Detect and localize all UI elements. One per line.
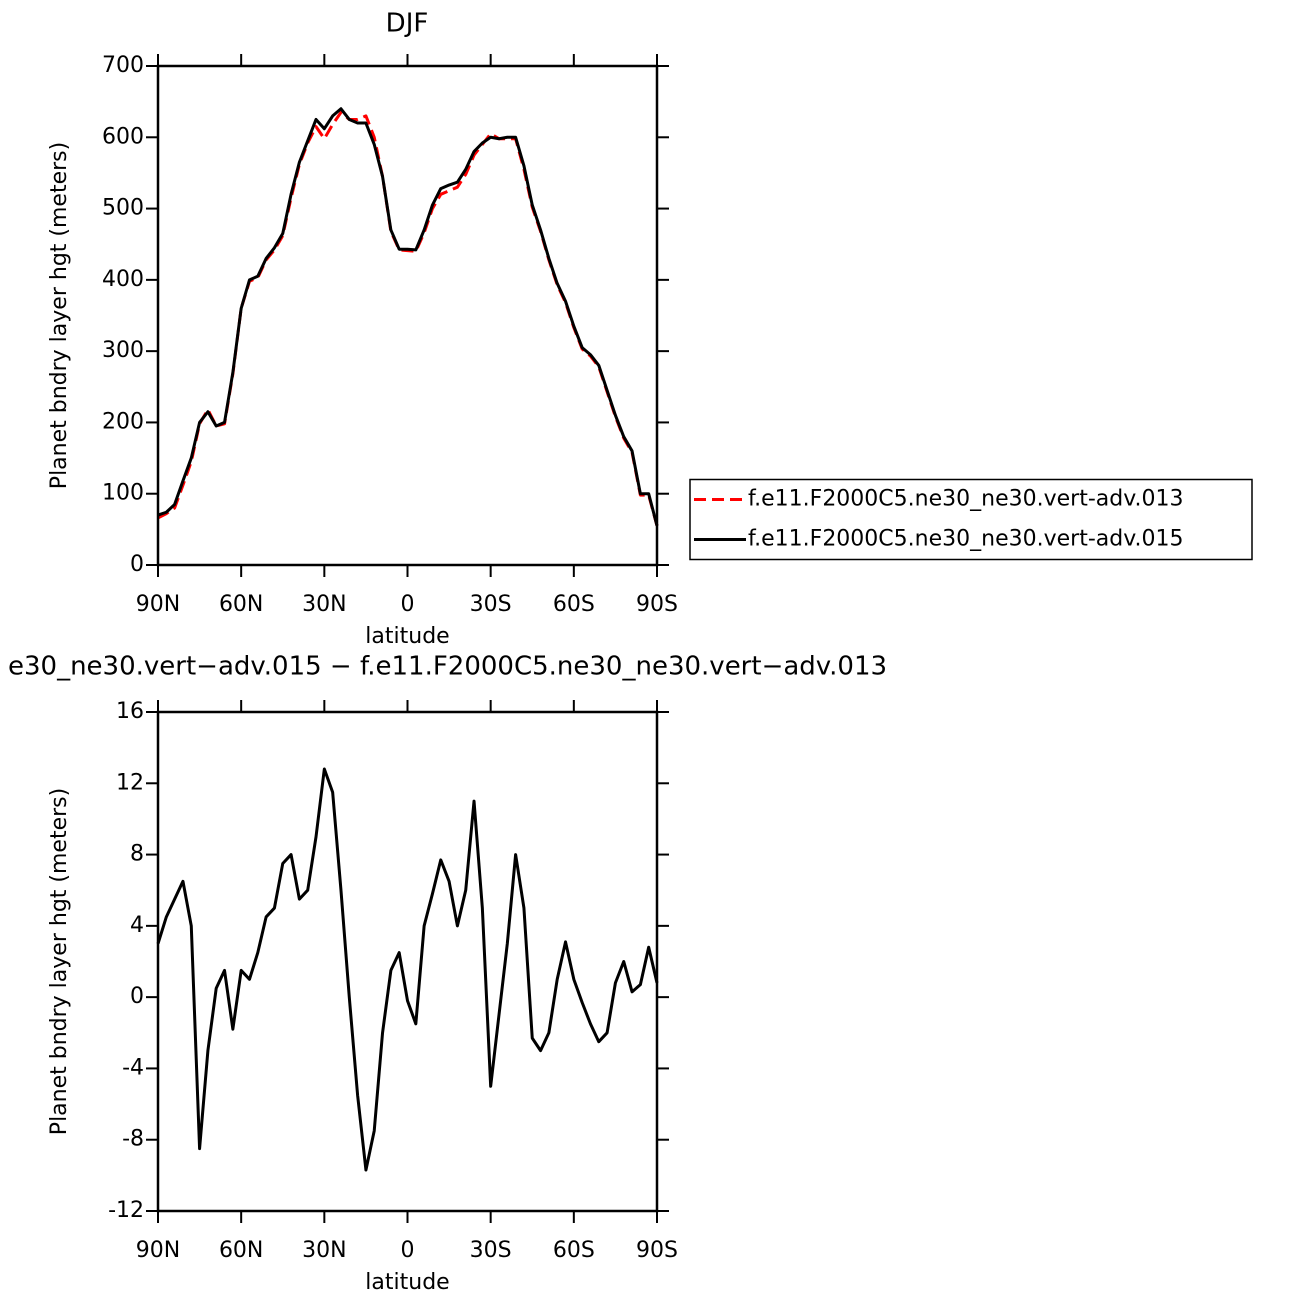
y-tick-label: 700	[102, 53, 144, 78]
x-tick-label: 90S	[636, 1238, 678, 1263]
plot-frame	[156, 710, 659, 1213]
x-tick-label: 0	[401, 1238, 415, 1263]
y-tick-label: 4	[130, 913, 144, 938]
x-axis-label: latitude	[365, 624, 449, 649]
y-axis-label: Planet bndry layer hgt (meters)	[47, 142, 72, 489]
y-tick-label: 500	[102, 196, 144, 221]
y-tick-label: -12	[108, 1198, 144, 1223]
y-tick-label: 12	[116, 770, 144, 795]
legend-label: f.e11.F2000C5.ne30_ne30.vert-adv.013	[748, 487, 1184, 512]
y-tick-label: 0	[130, 552, 144, 577]
y-tick-label: 300	[102, 338, 144, 363]
chart-title: DJF	[386, 9, 429, 39]
series-line	[156, 767, 659, 1172]
y-tick-label: 8	[130, 842, 144, 867]
x-tick-label: 60N	[219, 1238, 263, 1263]
x-tick-label: 60N	[219, 592, 263, 617]
x-tick-label: 90N	[136, 592, 180, 617]
y-tick-label: 200	[102, 409, 144, 434]
x-tick-label: 30N	[302, 592, 346, 617]
series-line	[157, 107, 659, 527]
x-axis-label: latitude	[365, 1270, 449, 1295]
y-tick-label: 16	[116, 699, 144, 724]
x-tick-label: 30S	[470, 1238, 512, 1263]
series-line	[157, 110, 659, 527]
y-tick-label: -8	[122, 1127, 144, 1152]
y-tick-label: -4	[122, 1055, 144, 1080]
x-tick-label: 60S	[553, 1238, 595, 1263]
y-tick-label: 600	[102, 124, 144, 149]
x-tick-label: 30S	[470, 592, 512, 617]
x-tick-label: 90S	[636, 592, 678, 617]
legend-label: f.e11.F2000C5.ne30_ne30.vert-adv.015	[748, 527, 1184, 552]
x-tick-label: 0	[401, 592, 415, 617]
x-tick-label: 90N	[136, 1238, 180, 1263]
y-tick-label: 400	[102, 267, 144, 292]
chart-title: e30_ne30.vert−adv.015 − f.e11.F2000C5.ne…	[8, 652, 887, 682]
x-tick-label: 60S	[553, 592, 595, 617]
y-axis-label: Planet bndry layer hgt (meters)	[47, 788, 72, 1135]
legend-box	[689, 478, 1253, 561]
plot-frame	[156, 64, 659, 567]
x-tick-label: 30N	[302, 1238, 346, 1263]
y-tick-label: 100	[102, 481, 144, 506]
y-tick-label: 0	[130, 984, 144, 1009]
